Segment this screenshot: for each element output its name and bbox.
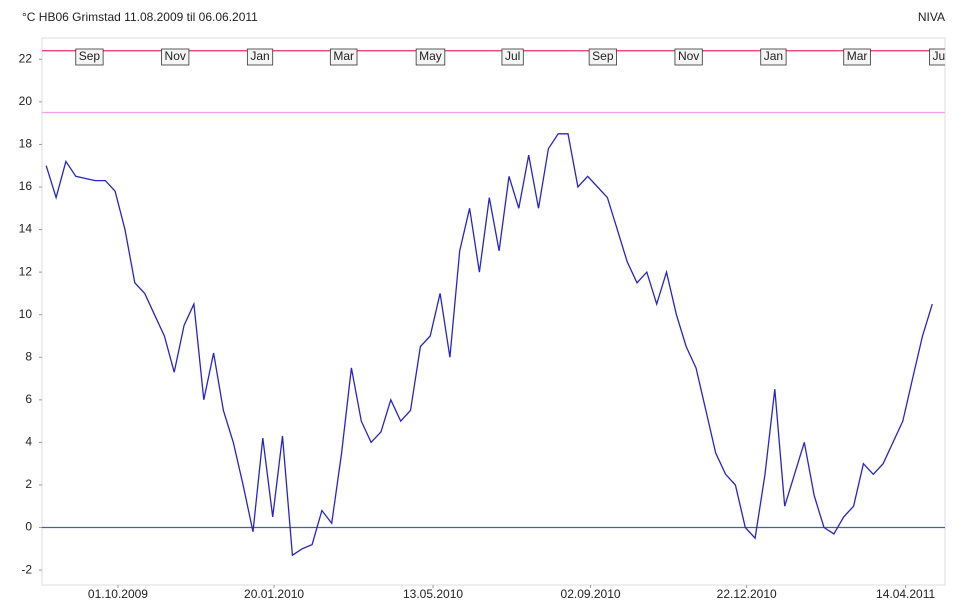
source: NIVA: [918, 10, 945, 24]
y-tick-label: 6: [25, 392, 32, 406]
month-marker: Sep: [75, 48, 104, 66]
month-marker: Jul: [501, 48, 524, 66]
y-tick-label: 16: [19, 179, 33, 193]
month-box: [674, 48, 703, 66]
month-marker: Nov: [674, 48, 703, 66]
month-label: Sep: [79, 49, 101, 63]
x-tick-label: 22.12.2010: [717, 587, 777, 601]
month-marker: Jan: [246, 48, 274, 66]
chart-title: °C HB06 Grimstad 11.08.2009 til 06.06.20…: [22, 10, 258, 24]
month-label: Sep: [592, 49, 614, 63]
y-tick-label: 14: [19, 222, 33, 236]
month-label: Jul: [505, 49, 520, 63]
month-label: May: [419, 49, 442, 63]
month-box: [75, 48, 104, 66]
month-markers: Sep Nov Jan Mar May Jul Sep Nov Jan Mar Ju: [75, 48, 946, 66]
y-tick-label: 2: [25, 477, 32, 491]
month-box: [161, 48, 190, 66]
x-tick-label: 02.09.2010: [561, 587, 621, 601]
month-box: [415, 48, 446, 66]
month-marker: Ju: [929, 48, 946, 66]
y-tick-label: 10: [19, 307, 33, 321]
month-box: [246, 48, 274, 66]
x-tick-label: 14.04.2011: [876, 587, 935, 601]
month-label: Ju: [933, 49, 946, 63]
y-tick-label: 0: [25, 520, 32, 534]
y-tick-label: 12: [19, 264, 33, 278]
month-label: Nov: [678, 49, 699, 63]
month-marker: May: [415, 48, 446, 66]
x-tick-label: 13.05.2010: [403, 587, 463, 601]
month-label: Mar: [333, 49, 354, 63]
month-marker: Mar: [843, 48, 871, 66]
plot-area: [41, 37, 946, 586]
x-tick-label: 01.10.2009: [88, 587, 148, 601]
month-marker: Nov: [161, 48, 190, 66]
month-box: [929, 48, 945, 66]
month-label: Mar: [847, 49, 868, 63]
month-label: Jan: [250, 49, 269, 63]
month-box: [501, 48, 524, 66]
month-marker: Mar: [329, 48, 358, 66]
y-tick-label: 20: [19, 94, 33, 108]
y-tick-label: 4: [25, 435, 32, 449]
month-box: [588, 48, 617, 66]
month-label: Jan: [764, 49, 783, 63]
month-marker: Jan: [760, 48, 787, 66]
month-label: Nov: [165, 49, 186, 63]
month-box: [843, 48, 871, 66]
month-box: [329, 48, 358, 66]
y-tick-label: 8: [25, 349, 32, 363]
x-tick-label: 20.01.2010: [244, 587, 304, 601]
month-box: [760, 48, 787, 66]
month-marker: Sep: [588, 48, 617, 66]
y-tick-label: 18: [19, 137, 33, 151]
y-tick-label: 22: [19, 51, 33, 65]
data-line: [45, 133, 933, 557]
y-tick-label: -2: [21, 562, 32, 576]
